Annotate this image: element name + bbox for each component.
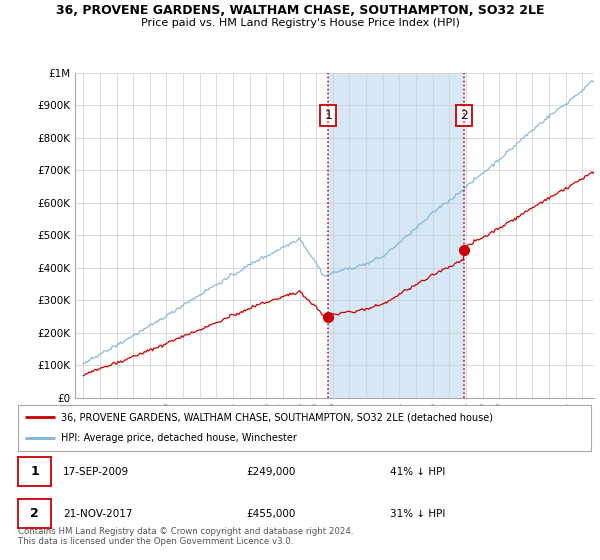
Text: HPI: Average price, detached house, Winchester: HPI: Average price, detached house, Winc… [61,433,297,444]
Text: 1: 1 [324,109,332,122]
Text: 1: 1 [30,465,39,478]
Text: Contains HM Land Registry data © Crown copyright and database right 2024.
This d: Contains HM Land Registry data © Crown c… [18,526,353,546]
Text: £249,000: £249,000 [246,466,295,477]
Text: 36, PROVENE GARDENS, WALTHAM CHASE, SOUTHAMPTON, SO32 2LE: 36, PROVENE GARDENS, WALTHAM CHASE, SOUT… [56,4,544,17]
Text: £455,000: £455,000 [246,508,295,519]
Text: 2: 2 [460,109,468,122]
Text: 36, PROVENE GARDENS, WALTHAM CHASE, SOUTHAMPTON, SO32 2LE (detached house): 36, PROVENE GARDENS, WALTHAM CHASE, SOUT… [61,412,493,422]
Text: 17-SEP-2009: 17-SEP-2009 [63,466,129,477]
Text: 2: 2 [30,507,39,520]
Text: 41% ↓ HPI: 41% ↓ HPI [390,466,445,477]
Text: 21-NOV-2017: 21-NOV-2017 [63,508,133,519]
Bar [328,73,464,398]
Text: Price paid vs. HM Land Registry's House Price Index (HPI): Price paid vs. HM Land Registry's House … [140,18,460,28]
Text: 31% ↓ HPI: 31% ↓ HPI [390,508,445,519]
